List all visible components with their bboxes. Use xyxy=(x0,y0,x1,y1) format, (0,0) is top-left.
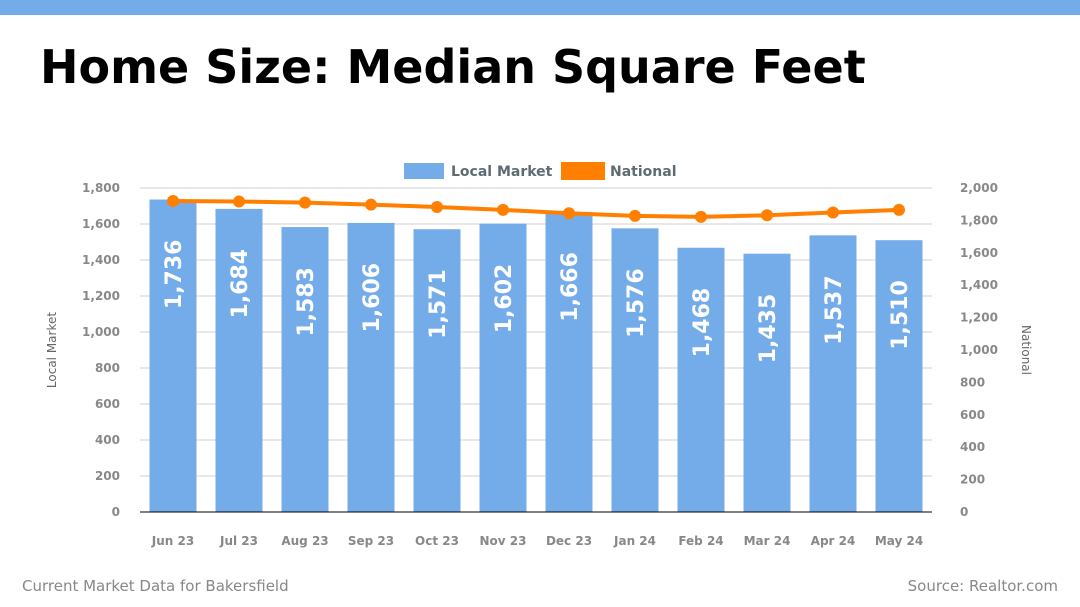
bar xyxy=(149,199,197,512)
top-accent-bar xyxy=(0,0,1080,15)
legend-swatch-national xyxy=(561,162,605,180)
x-tick-label: Sep 23 xyxy=(348,534,394,548)
bar xyxy=(677,247,725,512)
x-tick-label: Mar 24 xyxy=(744,534,791,548)
x-tick-label: Jul 23 xyxy=(219,534,258,548)
bar-value-label: 1,435 xyxy=(756,294,781,364)
x-tick-label: Oct 23 xyxy=(415,534,459,548)
national-point xyxy=(299,196,311,209)
y-tick-label-right: 1,400 xyxy=(960,278,998,292)
national-point xyxy=(761,209,773,222)
y-tick-label-right: 800 xyxy=(960,375,985,389)
bar-value-label: 1,684 xyxy=(228,249,253,319)
national-point xyxy=(167,194,179,207)
bar xyxy=(479,223,527,512)
y-tick-label-left: 1,600 xyxy=(82,217,120,231)
y-tick-label-right: 0 xyxy=(960,505,968,519)
bar xyxy=(413,229,461,512)
national-point xyxy=(563,207,575,220)
x-tick-label: Apr 24 xyxy=(811,534,856,548)
national-point xyxy=(629,209,641,222)
y-tick-label-right: 1,800 xyxy=(960,213,998,227)
national-point xyxy=(893,203,905,216)
x-tick-label: Jun 23 xyxy=(151,534,194,548)
y-tick-label-left: 200 xyxy=(95,469,120,483)
national-point xyxy=(497,203,509,216)
bar-value-label: 1,537 xyxy=(822,275,847,345)
y-tick-label-left: 800 xyxy=(95,361,120,375)
bar-value-label: 1,583 xyxy=(294,267,319,337)
y-tick-label-left: 1,000 xyxy=(82,325,120,339)
legend-swatch-local xyxy=(404,163,444,179)
y-tick-label-left: 0 xyxy=(112,505,120,519)
y-tick-label-right: 600 xyxy=(960,408,985,422)
y-tick-label-right: 1,600 xyxy=(960,246,998,260)
y-tick-label-left: 400 xyxy=(95,433,120,447)
bar xyxy=(875,240,923,512)
x-tick-label: Jan 24 xyxy=(613,534,656,548)
bar xyxy=(611,228,659,512)
y-tick-label-left: 1,400 xyxy=(82,253,120,267)
y-tick-label-right: 2,000 xyxy=(960,181,998,195)
bar xyxy=(347,222,395,513)
national-series-line xyxy=(172,198,900,219)
national-point xyxy=(233,195,245,208)
national-point xyxy=(827,206,839,219)
bar xyxy=(743,253,791,512)
footer-market-note: Current Market Data for Bakersfield xyxy=(22,577,289,595)
legend-label-local: Local Market xyxy=(451,164,553,180)
y-tick-label-left: 1,800 xyxy=(82,181,120,195)
bar-value-label: 1,468 xyxy=(690,288,715,358)
y-axis-title-left: Local Market xyxy=(45,312,59,388)
bar-value-label: 1,510 xyxy=(888,280,913,350)
y-tick-label-right: 400 xyxy=(960,440,985,454)
legend-label-national: National xyxy=(610,164,677,180)
footer-source: Source: Realtor.com xyxy=(907,577,1058,595)
y-axis-title-right: National xyxy=(1019,325,1033,375)
bar-value-label: 1,606 xyxy=(360,263,385,333)
bar xyxy=(281,227,329,512)
bar xyxy=(215,208,263,512)
national-point xyxy=(431,200,443,213)
national-point xyxy=(365,198,377,211)
national-point xyxy=(695,210,707,223)
page-title: Home Size: Median Square Feet xyxy=(40,40,866,94)
bar-value-label: 1,602 xyxy=(492,264,517,334)
bar xyxy=(809,235,857,512)
bar-value-label: 1,736 xyxy=(162,240,187,310)
bar-value-label: 1,666 xyxy=(558,252,583,322)
bar-value-label: 1,576 xyxy=(624,268,649,338)
y-tick-label-right: 200 xyxy=(960,473,985,487)
x-tick-label: Aug 23 xyxy=(281,534,328,548)
y-tick-label-left: 600 xyxy=(95,397,120,411)
bar-value-label: 1,571 xyxy=(426,269,451,339)
x-tick-label: Feb 24 xyxy=(678,534,723,548)
y-tick-label-left: 1,200 xyxy=(82,289,120,303)
y-tick-label-right: 1,000 xyxy=(960,343,998,357)
x-tick-label: Nov 23 xyxy=(480,534,527,548)
x-tick-label: Dec 23 xyxy=(546,534,592,548)
y-tick-label-right: 1,200 xyxy=(960,311,998,325)
bar xyxy=(545,212,593,512)
x-tick-label: May 24 xyxy=(875,534,923,548)
